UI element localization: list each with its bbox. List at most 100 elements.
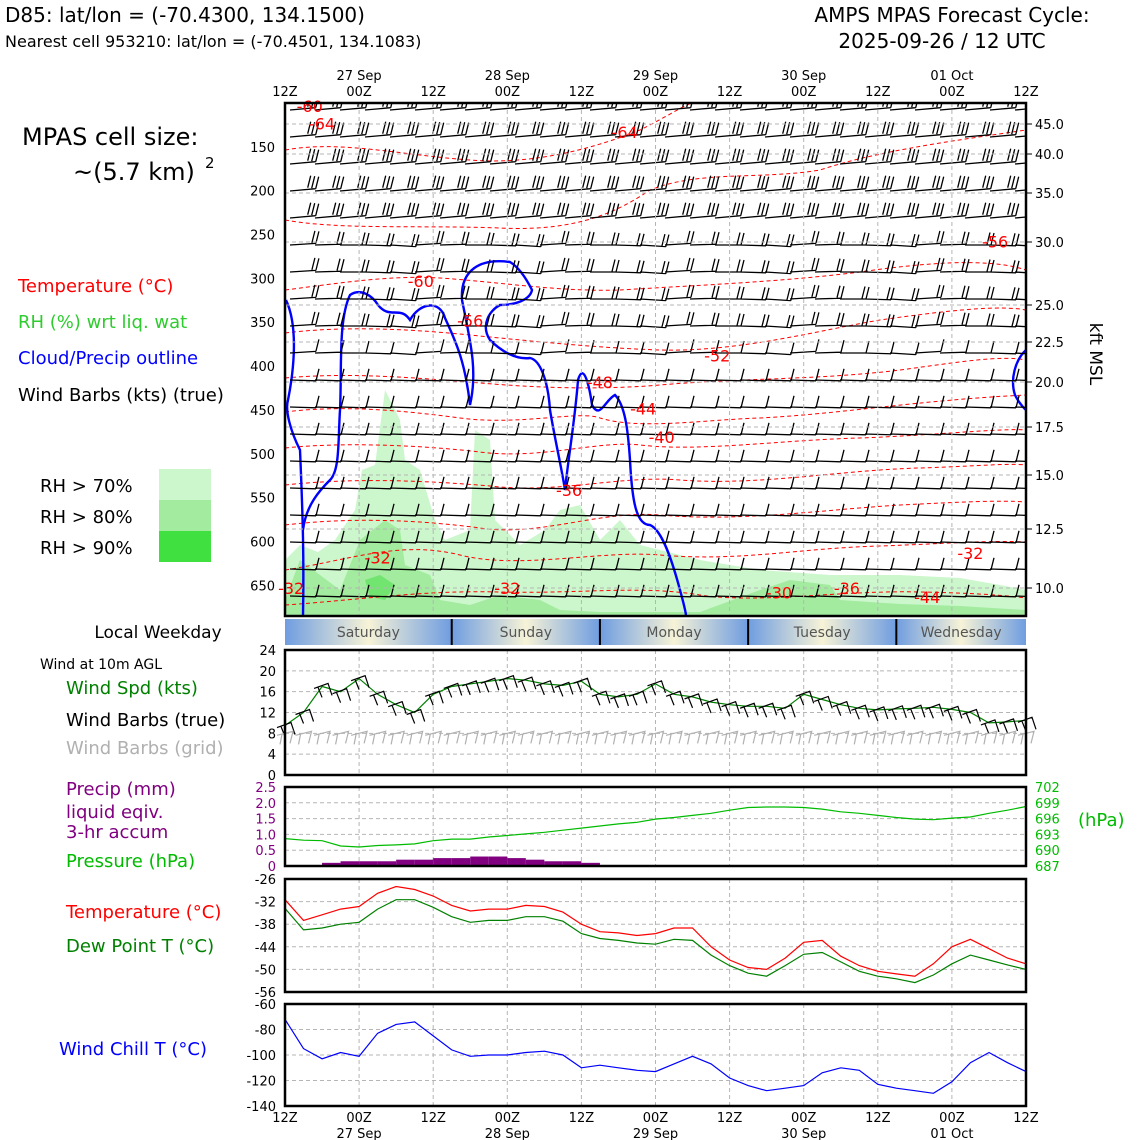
y-tick-label: -120 bbox=[246, 1075, 276, 1090]
bottom-time-tick-label: 00Z bbox=[346, 1111, 372, 1126]
pressure-tick-label: 696 bbox=[1035, 813, 1060, 828]
y-tick-label: 8 bbox=[268, 727, 276, 742]
bottom-time-tick-label: 00Z bbox=[495, 1111, 521, 1126]
pressure-tick-label: 450 bbox=[250, 404, 275, 419]
bottom-date-label: 28 Sep bbox=[485, 1127, 530, 1140]
height-tick-label: 40.0 bbox=[1035, 148, 1064, 163]
bottom-time-tick-label: 12Z bbox=[272, 1111, 298, 1126]
weekday-label: Saturday bbox=[337, 625, 400, 641]
pressure-line bbox=[284, 805, 1027, 848]
cross-section-frame bbox=[283, 101, 1028, 618]
wind-barbs-grid-legend: Wind Barbs (grid) bbox=[66, 738, 224, 759]
temperature-contour-label: -32 bbox=[365, 548, 391, 567]
temperature-contour-label: -36 bbox=[834, 579, 860, 598]
y-tick-label: -44 bbox=[255, 941, 276, 956]
panel-frame bbox=[283, 648, 1028, 777]
precip-bar bbox=[414, 859, 434, 866]
top-time-tick-label: 12Z bbox=[865, 85, 891, 100]
time-axes: 12Z 12Z 00Z 00Z 12Z 12Z 00Z 00Z 12Z 12Z 00Z 00Z 12Z 1… bbox=[272, 69, 1039, 1140]
panel-frame bbox=[283, 877, 1028, 994]
weekday-label: Sunday bbox=[500, 625, 552, 641]
top-date-label: 27 Sep bbox=[337, 69, 382, 84]
precip-bar bbox=[488, 856, 508, 866]
bottom-date-label: 30 Sep bbox=[781, 1127, 826, 1140]
surface-barbs-grid bbox=[276, 730, 1035, 745]
y-tick-label: 2.0 bbox=[255, 797, 276, 812]
weekday-band: Local Weekday Saturday Sunday Monday Tuesda… bbox=[94, 619, 1026, 645]
precip-bar bbox=[507, 858, 526, 866]
top-time-tick-label: 12Z bbox=[1013, 85, 1039, 100]
top-time-tick-label: 00Z bbox=[495, 85, 521, 100]
weekday-cell bbox=[451, 619, 600, 645]
cell-size-value: ~(5.7 km) bbox=[73, 158, 195, 186]
temperature-contour-label: -64 bbox=[309, 114, 335, 133]
top-time-tick-label: 12Z bbox=[569, 85, 595, 100]
pressure-tick-label: 600 bbox=[250, 535, 275, 550]
temperature-contour-label: -56 bbox=[457, 312, 483, 331]
temperature-contour-label: -44 bbox=[630, 399, 656, 418]
wind-barb-glyphs bbox=[289, 103, 1026, 598]
temperature-legend: Temperature (°C) bbox=[65, 902, 221, 923]
pressure-tick-label: 687 bbox=[1035, 860, 1060, 875]
height-tick-label: 12.5 bbox=[1035, 523, 1064, 538]
top-time-tick-label: 12Z bbox=[272, 85, 298, 100]
pressure-tick-label: 500 bbox=[250, 448, 275, 463]
height-tick-label: 15.0 bbox=[1035, 469, 1064, 484]
pressure-tick-label: 200 bbox=[250, 185, 275, 200]
dewpoint-legend: Dew Point T (°C) bbox=[66, 936, 214, 957]
legend-rh: RH (%) wrt liq. wat bbox=[18, 312, 187, 333]
precip-bar bbox=[470, 856, 489, 866]
top-time-tick-label: 00Z bbox=[791, 85, 817, 100]
y-tick-label: -50 bbox=[255, 963, 276, 978]
pressure-tick-label: 690 bbox=[1035, 844, 1060, 859]
temperature-contour-label: -52 bbox=[704, 347, 730, 366]
precip-bar bbox=[525, 859, 545, 866]
height-tick-label: 45.0 bbox=[1035, 118, 1064, 133]
temperature-contour-label: -56 bbox=[982, 233, 1008, 252]
temperature-contour-label: -36 bbox=[556, 481, 582, 500]
pressure-tick-label: 150 bbox=[250, 141, 275, 156]
y-tick-label: 0 bbox=[268, 769, 276, 784]
y-tick-label: 0.5 bbox=[255, 844, 276, 859]
y-tick-label: 1.5 bbox=[255, 813, 276, 828]
top-date-label: 29 Sep bbox=[633, 69, 678, 84]
pressure-tick-label: 702 bbox=[1035, 781, 1060, 796]
top-time-tick-label: 00Z bbox=[643, 85, 669, 100]
precip-bar bbox=[433, 858, 452, 866]
rh-legend-70-label: RH > 70% bbox=[40, 476, 133, 497]
y-tick-label: 24 bbox=[259, 644, 276, 659]
weekday-label: Monday bbox=[646, 625, 701, 641]
bottom-time-tick-label: 00Z bbox=[643, 1111, 669, 1126]
pressure-legend: Pressure (hPa) bbox=[66, 851, 195, 872]
height-tick-label: 10.0 bbox=[1035, 582, 1064, 597]
height-tick-label: 20.0 bbox=[1035, 376, 1064, 391]
precip-bar bbox=[359, 861, 378, 866]
y-tick-label: -32 bbox=[255, 896, 276, 911]
pressure-tick-label: 300 bbox=[250, 272, 275, 287]
bottom-time-tick-label: 12Z bbox=[569, 1111, 595, 1126]
height-tick-label: 30.0 bbox=[1035, 236, 1064, 251]
height-tick-label: 22.5 bbox=[1035, 336, 1064, 351]
rh-80-area bbox=[285, 520, 1026, 616]
y-tick-label: 0 bbox=[268, 860, 276, 875]
precip-bar bbox=[581, 862, 600, 866]
height-tick-label: 25.0 bbox=[1035, 299, 1064, 314]
bottom-time-tick-label: 12Z bbox=[717, 1111, 743, 1126]
y-tick-label: -100 bbox=[246, 1049, 276, 1064]
precip-bar bbox=[322, 862, 341, 866]
forecast-cycle-date: 2025-09-26 / 12 UTC bbox=[838, 29, 1045, 53]
windchill-legend: Wind Chill T (°C) bbox=[59, 1039, 207, 1060]
windchill-line bbox=[284, 1018, 1027, 1094]
rh-legend-90-swatch bbox=[159, 531, 211, 562]
wind-barbs-true-legend: Wind Barbs (true) bbox=[66, 710, 225, 731]
y-tick-label: -56 bbox=[255, 986, 276, 1001]
top-date-label: 28 Sep bbox=[485, 69, 530, 84]
temperature-contour-label: -64 bbox=[612, 123, 638, 142]
bottom-date-label: 27 Sep bbox=[337, 1127, 382, 1140]
bottom-time-tick-label: 00Z bbox=[791, 1111, 817, 1126]
temperature-panel: Temperature (°C) Dew Point T (°C) -56 -50… bbox=[65, 873, 1028, 1001]
precip-bar bbox=[451, 858, 471, 866]
rh-70-area bbox=[285, 390, 1026, 616]
cross-section-panel: 150 200 250 300 350 400 450 500 550 600 650 45.0 40.… bbox=[250, 97, 1105, 618]
y-tick-label: 2.5 bbox=[255, 781, 276, 796]
